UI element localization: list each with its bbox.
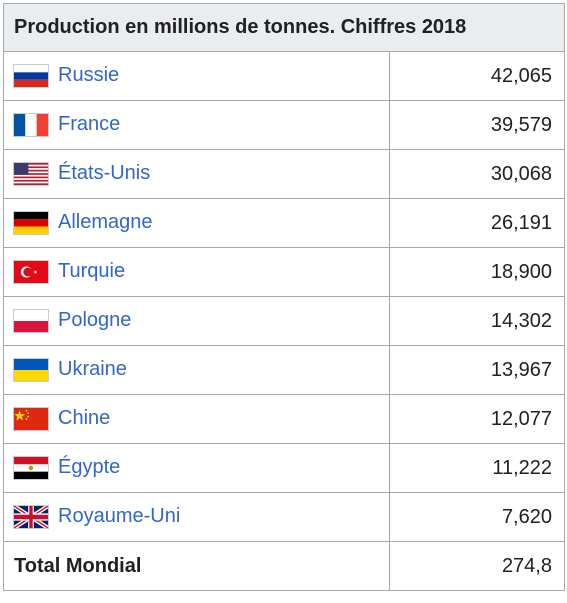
country-cell: Chine [3,394,390,444]
germany-flag-icon [14,212,48,235]
value-cell: 7,620 [389,492,565,542]
value-cell: 12,077 [389,394,565,444]
country-link-turquie[interactable]: Turquie [58,260,126,283]
table-row: Turquie 18,900 [3,247,565,297]
country-cell: États-Unis [3,149,390,199]
country-link-chine[interactable]: Chine [58,407,111,430]
table-row: Royaume-Uni 7,620 [3,492,565,542]
value-cell: 30,068 [389,149,565,199]
country-link-pologne[interactable]: Pologne [58,309,132,332]
total-row: Total Mondial 274,8 [3,541,565,591]
value-cell: 13,967 [389,345,565,395]
table-header: Production en millions de tonnes. Chiffr… [3,3,565,52]
value-cell: 11,222 [389,443,565,493]
country-link-france[interactable]: France [58,113,121,136]
total-value: 274,8 [389,541,565,591]
country-link-egypte[interactable]: Égypte [58,456,121,479]
table-row: Ukraine 13,967 [3,345,565,395]
table-row: États-Unis 30,068 [3,149,565,199]
production-table: Production en millions de tonnes. Chiffr… [3,3,565,591]
table-header-row: Production en millions de tonnes. Chiffr… [3,3,565,52]
country-cell: Égypte [3,443,390,493]
country-cell: France [3,100,390,150]
country-cell: Ukraine [3,345,390,395]
country-cell: Russie [3,51,390,101]
usa-flag-icon [14,163,48,186]
value-cell: 26,191 [389,198,565,248]
value-cell: 39,579 [389,100,565,150]
table-row: Chine 12,077 [3,394,565,444]
country-cell: Royaume-Uni [3,492,390,542]
table-row: Russie 42,065 [3,51,565,101]
country-link-etats-unis[interactable]: États-Unis [58,162,151,185]
country-cell: Turquie [3,247,390,297]
value-cell: 42,065 [389,51,565,101]
country-link-russie[interactable]: Russie [58,64,120,87]
egypt-flag-icon [14,457,48,480]
country-link-royaume-uni[interactable]: Royaume-Uni [58,505,181,528]
value-cell: 18,900 [389,247,565,297]
country-link-allemagne[interactable]: Allemagne [58,211,153,234]
france-flag-icon [14,114,48,137]
table-row: Allemagne 26,191 [3,198,565,248]
country-link-ukraine[interactable]: Ukraine [58,358,127,381]
total-label: Total Mondial [3,541,390,591]
russia-flag-icon [14,65,48,88]
value-cell: 14,302 [389,296,565,346]
country-cell: Pologne [3,296,390,346]
poland-flag-icon [14,310,48,333]
table-row: Pologne 14,302 [3,296,565,346]
china-flag-icon [14,408,48,431]
table-row: France 39,579 [3,100,565,150]
ukraine-flag-icon [14,359,48,382]
turkey-flag-icon [14,261,48,284]
table-row: Égypte 11,222 [3,443,565,493]
uk-flag-icon [14,506,48,529]
country-cell: Allemagne [3,198,390,248]
production-table-container: Production en millions de tonnes. Chiffr… [3,3,565,591]
